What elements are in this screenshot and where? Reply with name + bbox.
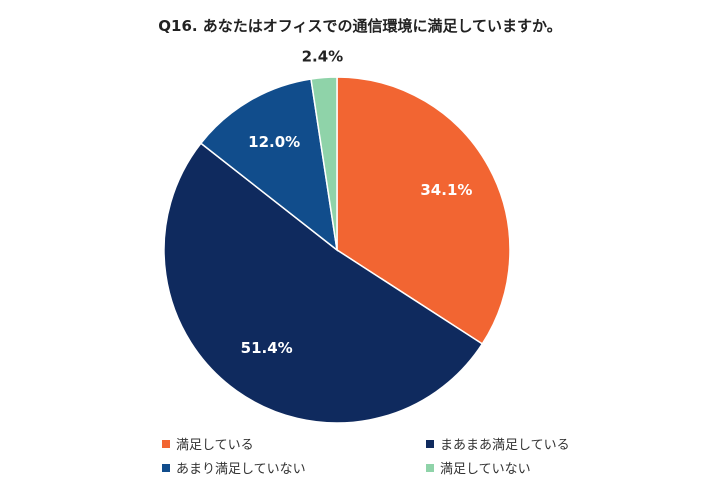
legend-swatch-somewhat-satisfied [426, 439, 434, 448]
chart-title: Q16. あなたはオフィスでの通信環境に満足していますか。 [158, 17, 562, 35]
pie-slice-not-very-satisfied [199, 78, 339, 252]
value-label-satisfied: 34.1% [420, 181, 472, 199]
pie-slice-not-satisfied [310, 76, 338, 251]
pie-slice-somewhat-satisfied [163, 142, 484, 424]
legend-swatch-not-very-satisfied [162, 463, 170, 472]
pie-slices [163, 76, 511, 424]
legend-item-not-satisfied: 満足していない [426, 458, 531, 477]
legend-label-satisfied: 満足している [176, 438, 254, 453]
pie-value-labels: 34.1% 51.4% 12.0% 2.4% [241, 47, 473, 357]
legend-label-not-satisfied: 満足していない [440, 462, 531, 477]
legend-item-not-very-satisfied: あまり満足していない [162, 458, 306, 477]
legend-swatch-not-satisfied [426, 463, 434, 472]
legend-label-not-very-satisfied: あまり満足していない [176, 462, 306, 477]
value-label-not-very-satisfied: 12.0% [248, 133, 300, 151]
legend-item-satisfied: 満足している [162, 434, 254, 453]
legend-label-somewhat-satisfied: まあまあ満足している [440, 438, 570, 453]
value-label-not-satisfied: 2.4% [302, 47, 344, 65]
legend-item-somewhat-satisfied: まあまあ満足している [426, 434, 570, 453]
value-label-somewhat-satisfied: 51.4% [241, 339, 293, 357]
legend-swatch-satisfied [162, 439, 170, 448]
